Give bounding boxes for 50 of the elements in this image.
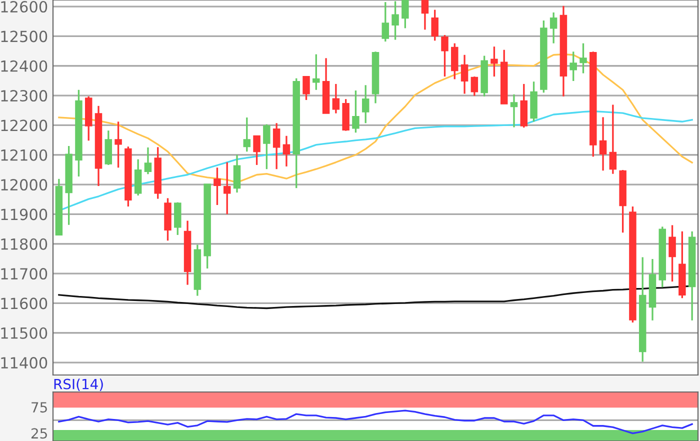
y-tick-label: 11900 [1, 208, 48, 220]
candlestick [332, 83, 340, 114]
candlestick [243, 116, 251, 152]
candlestick [580, 42, 587, 74]
candlestick [421, 0, 429, 31]
candlestick [114, 120, 122, 168]
y-tick-label: 12200 [1, 120, 48, 132]
y-tick-label: 12000 [1, 179, 48, 191]
candlestick [144, 146, 152, 175]
y-tick-label: 11800 [1, 238, 48, 250]
candlestick [392, 0, 399, 41]
candlestick [223, 161, 231, 216]
candlestick [510, 94, 518, 128]
candlestick [431, 8, 438, 42]
candlestick [382, 1, 390, 42]
candlestick [451, 42, 458, 80]
candlestick [470, 76, 478, 97]
candlestick [352, 90, 360, 134]
candlestick [263, 123, 270, 170]
candlestick [214, 166, 221, 206]
line-series [58, 410, 693, 434]
y-tick-label: 11700 [1, 268, 48, 280]
candlestick [609, 104, 617, 175]
candlestick [134, 158, 142, 196]
y-tick-label: 12600 [1, 0, 48, 13]
candlestick [570, 50, 577, 82]
y-tick-label: 12100 [1, 149, 48, 161]
y-tick-label: 11500 [1, 327, 48, 339]
y-tick-label: 75 [32, 402, 47, 413]
y-tick-label: 12500 [1, 30, 48, 42]
candlestick [599, 116, 607, 172]
candlestick [441, 34, 448, 78]
candlestick [402, 0, 409, 30]
y-tick-label: 11600 [1, 298, 48, 310]
candlestick [253, 135, 260, 166]
candlestick [312, 53, 320, 91]
candlestick [233, 154, 241, 194]
y-tick-label: 11400 [1, 357, 48, 369]
candlestick [550, 12, 558, 44]
candlestick [272, 122, 280, 170]
candlestick [362, 84, 370, 124]
y-tick-label: 25 [31, 428, 47, 439]
chart-title: RSI(14) [54, 378, 103, 391]
candlestick [668, 224, 676, 282]
y-tick-label: 12300 [1, 90, 48, 102]
candlestick [490, 46, 498, 78]
y-tick-label: 12400 [1, 60, 48, 72]
candlestick [302, 76, 310, 101]
candlestick [282, 135, 290, 168]
candlestick [460, 54, 468, 95]
